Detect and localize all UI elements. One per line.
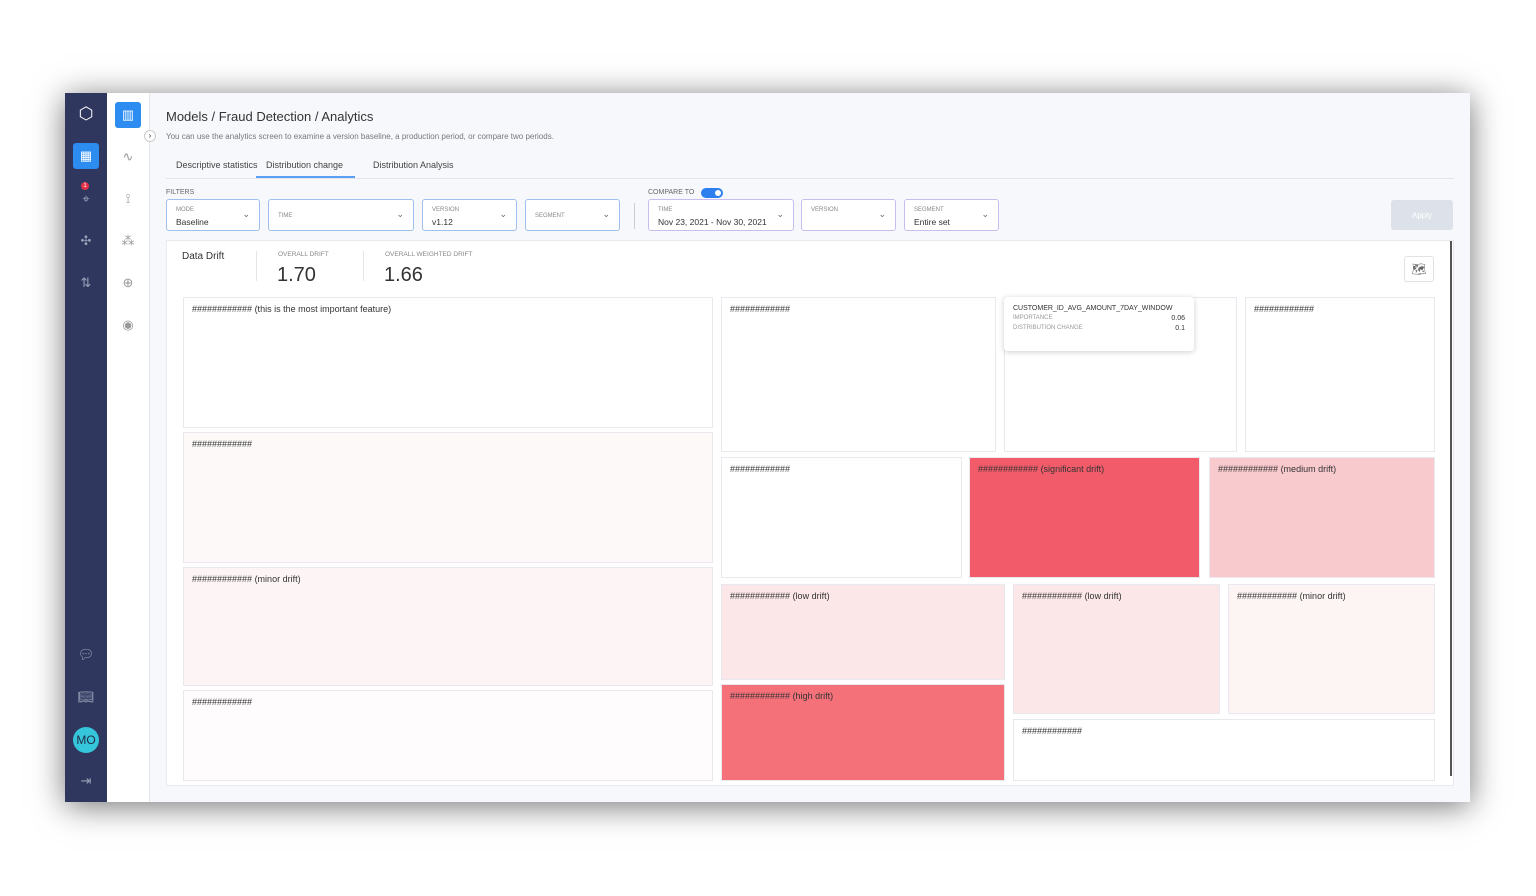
tooltip-change-value: 0.1 [1175, 325, 1185, 332]
logout-icon[interactable]: ⇥ [80, 773, 92, 788]
tooltip-importance-value: 0.06 [1171, 315, 1185, 322]
compare-to-label: COMPARE TO [648, 189, 695, 196]
data-drift-title: Data Drift [182, 251, 225, 262]
treemap-tile[interactable]: ############ (low drift) [1013, 584, 1220, 714]
segment-key: SEGMENT [535, 213, 565, 219]
commit-icon[interactable]: ⟟ [125, 191, 131, 206]
tab-bar: Descriptive statistics Distribution chan… [166, 153, 1454, 179]
avatar[interactable]: MO [73, 727, 99, 753]
book-icon[interactable]: 📖︎ [77, 689, 95, 704]
compare-time-key: TIME [658, 207, 673, 213]
eye-icon[interactable]: ◉ [122, 317, 134, 332]
time-select[interactable]: TIME ⌄ [268, 199, 414, 231]
chevron-down-icon: ⌄ [776, 209, 784, 219]
treemap-tile[interactable]: ############ [721, 457, 962, 578]
treemap-tile[interactable]: ############ (this is the most important… [183, 297, 713, 428]
time-key: TIME [278, 213, 293, 219]
shapes-icon[interactable]: ⁂ [121, 233, 135, 248]
sync-icon[interactable]: ⇅ [80, 275, 92, 290]
analytics-icon[interactable]: ▥ [115, 102, 141, 128]
scrollbar[interactable] [1450, 241, 1452, 776]
version-key: VERSION [432, 207, 460, 213]
compare-segment-select[interactable]: SEGMENT Entire set ⌄ [904, 199, 999, 231]
chevron-down-icon: ⌄ [981, 209, 989, 219]
treemap-tile[interactable]: ############ [1245, 297, 1435, 452]
feature-tooltip: CUSTOMER_ID_AVG_AMOUNT_7DAY_WINDOW IMPOR… [1004, 297, 1194, 351]
treemap-tile[interactable]: ############ (high drift) [721, 684, 1005, 781]
dashboard-icon[interactable]: ▦ [73, 143, 99, 169]
compare-version-key: VERSION [811, 207, 839, 213]
chevron-down-icon: ⌄ [602, 209, 610, 219]
treemap-tile[interactable]: ############ [721, 297, 996, 452]
divider [634, 203, 635, 229]
compare-time-select[interactable]: TIME Nov 23, 2021 - Nov 30, 2021 ⌄ [648, 199, 794, 231]
treemap-tile[interactable]: ############ [183, 432, 713, 563]
logo-icon: ⬡ [78, 104, 94, 123]
map-icon[interactable]: 🗺︎ [1404, 256, 1434, 282]
chevron-down-icon: ⌄ [499, 209, 507, 219]
pulse-icon[interactable]: ∿ [122, 149, 134, 164]
divider [363, 251, 364, 281]
compare-toggle[interactable] [701, 188, 723, 198]
weighted-drift-label: OVERALL WEIGHTED DRIFT [385, 251, 473, 258]
secondary-sidebar: ▥ ∿ ⟟ ⁂ ⊕ ◉ [107, 93, 150, 802]
compare-time-value: Nov 23, 2021 - Nov 30, 2021 [658, 217, 767, 227]
puzzle-icon[interactable]: ✣ [80, 233, 92, 248]
tooltip-feature: CUSTOMER_ID_AVG_AMOUNT_7DAY_WINDOW [1013, 305, 1173, 312]
treemap-tile[interactable]: ############ [1013, 719, 1435, 781]
target-icon[interactable]: ⌖ 1 [81, 182, 90, 206]
divider [256, 251, 257, 281]
treemap-tile[interactable]: ############ (minor drift) [1228, 584, 1435, 714]
tooltip-change-label: DISTRIBUTION CHANGE [1013, 325, 1083, 331]
mode-value: Baseline [176, 217, 209, 227]
zoom-chart-icon[interactable]: ⊕ [122, 275, 134, 290]
primary-sidebar: ⬡ ▦ ⌖ 1 ✣ ⇅ 💬︎ 📖︎ MO ⇥ [65, 93, 107, 802]
page-subtitle: You can use the analytics screen to exam… [166, 132, 554, 141]
version-select[interactable]: VERSION v1.12 ⌄ [422, 199, 517, 231]
mode-select[interactable]: MODE Baseline ⌄ [166, 199, 260, 231]
compare-segment-key: SEGMENT [914, 207, 944, 213]
overall-drift-value: 1.70 [277, 264, 316, 286]
breadcrumb: Models / Fraud Detection / Analytics [166, 109, 374, 124]
chevron-down-icon: ⌄ [242, 209, 250, 219]
tooltip-importance-label: IMPORTANCE [1013, 315, 1053, 321]
compare-version-select[interactable]: VERSION ⌄ [801, 199, 896, 231]
tab-descriptive-statistics[interactable]: Descriptive statistics [176, 160, 258, 170]
treemap-tile[interactable]: ############ (low drift) [721, 584, 1005, 680]
weighted-drift-value: 1.66 [384, 264, 423, 286]
version-value: v1.12 [432, 217, 453, 227]
treemap-tile[interactable]: ############ [183, 690, 713, 781]
treemap-tile[interactable]: ############ (medium drift) [1209, 457, 1435, 578]
compare-segment-value: Entire set [914, 217, 950, 227]
overall-drift-label: OVERALL DRIFT [278, 251, 329, 258]
tab-distribution-change[interactable]: Distribution change [256, 160, 356, 178]
apply-button[interactable]: Apply [1391, 200, 1453, 230]
segment-select[interactable]: SEGMENT ⌄ [525, 199, 620, 231]
expand-sidebar-button[interactable]: › [144, 130, 156, 142]
chevron-down-icon: ⌄ [878, 209, 886, 219]
tab-distribution-analysis[interactable]: Distribution Analysis [373, 160, 454, 170]
mode-key: MODE [176, 207, 194, 213]
app-window: ⬡ ▦ ⌖ 1 ✣ ⇅ 💬︎ 📖︎ MO ⇥ ▥ ∿ ⟟ ⁂ ⊕ ◉ › Mode… [65, 93, 1470, 802]
treemap-tile[interactable]: ############ (minor drift) [183, 567, 713, 686]
treemap-tile[interactable]: ############ (significant drift) [969, 457, 1200, 578]
chat-icon[interactable]: 💬︎ [77, 647, 95, 662]
notification-badge: 1 [81, 182, 89, 190]
filters-label: FILTERS [166, 189, 195, 196]
chevron-down-icon: ⌄ [396, 209, 404, 219]
